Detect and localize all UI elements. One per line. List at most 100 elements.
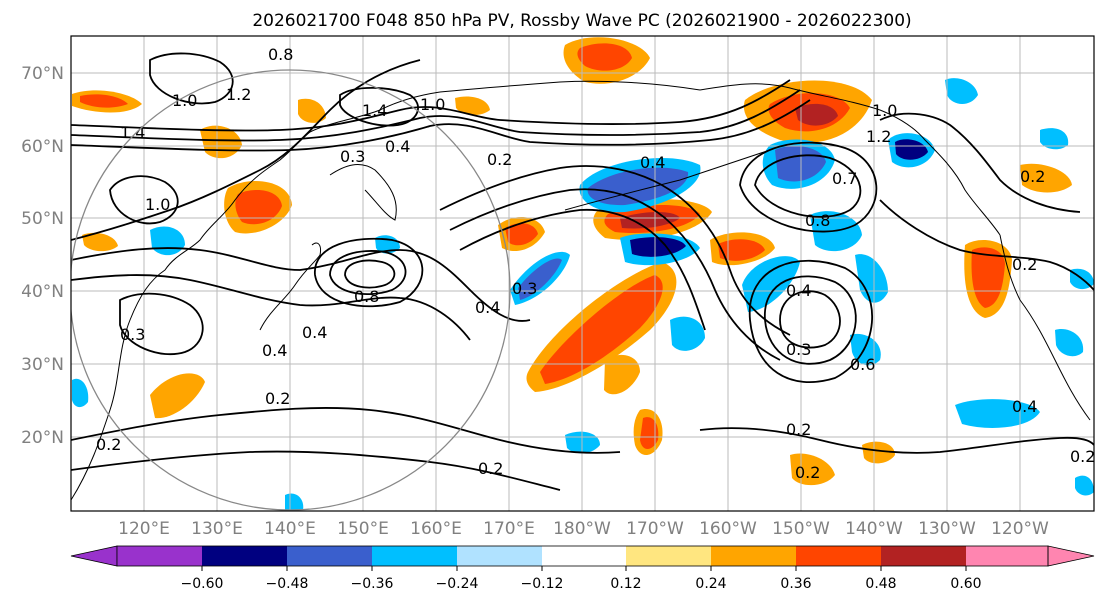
contour-line — [344, 259, 396, 289]
colorbar-segment — [966, 546, 1048, 566]
colorbar-tick-label: −0.48 — [266, 576, 309, 592]
colorbar-tick-label: −0.12 — [521, 576, 564, 592]
positive-anomaly-patch — [82, 232, 118, 252]
colorbar-segment — [202, 546, 287, 566]
lon-tick-label: 180°W — [553, 519, 611, 539]
lon-tick-label: 160°E — [410, 519, 462, 539]
lat-tick-label: 50°N — [21, 209, 64, 229]
negative-anomaly-patch — [72, 378, 89, 408]
negative-anomaly-patch — [518, 258, 562, 300]
contour-label: 1.0 — [872, 101, 897, 120]
lon-tick-label: 120°E — [118, 519, 170, 539]
positive-anomaly-patch — [971, 247, 1005, 308]
colorbar-tick-label: −0.36 — [351, 576, 394, 592]
map-panel: 0.8 1.2 1.0 1.4 1.4 1.0 0.3 0.4 0.2 0.4 … — [70, 35, 1095, 512]
figure-title: 2026021700 F048 850 hPa PV, Rossby Wave … — [252, 11, 911, 31]
colorbar-segment — [796, 546, 881, 566]
negative-anomaly-patch — [587, 167, 689, 206]
colorbar-tick-label: 0.60 — [950, 576, 981, 592]
contour-label: 0.2 — [96, 435, 121, 454]
positive-anomaly-patch — [80, 94, 128, 108]
negative-anomaly-patch — [1040, 128, 1069, 150]
positive-anomaly-patch — [718, 239, 765, 261]
contour-line — [314, 237, 424, 308]
lat-tick-label: 60°N — [21, 137, 64, 157]
contour-label: 0.4 — [262, 341, 287, 360]
colorbar-extend-high — [1047, 545, 1095, 567]
contour-label: 0.8 — [805, 211, 830, 230]
lon-tick-label: 170°E — [483, 519, 535, 539]
negative-anomaly-patch — [670, 316, 705, 351]
pv-contours — [71, 52, 1094, 491]
positive-anomaly-patch — [604, 354, 640, 395]
contour-label: 1.0 — [172, 91, 197, 110]
positive-anomaly-patch — [620, 212, 680, 229]
negative-anomaly-patch — [895, 139, 928, 160]
contour-label: 0.4 — [302, 323, 327, 342]
contour-label: 0.2 — [265, 389, 290, 408]
contour-label: 0.4 — [640, 153, 665, 172]
contour-label: 0.3 — [512, 279, 537, 298]
coastlines — [71, 80, 1091, 501]
contour-line — [71, 407, 621, 454]
positive-anomaly-patch — [150, 373, 205, 419]
lat-tick-label: 30°N — [21, 355, 64, 375]
contour-line — [779, 290, 841, 349]
lon-tick-label: 170°W — [626, 519, 684, 539]
lon-tick-label: 150°W — [772, 519, 830, 539]
contour-label: 0.3 — [120, 325, 145, 344]
contour-label: 0.4 — [786, 281, 811, 300]
colorbar-ticks — [201, 566, 967, 571]
lon-axis: 120°E 130°E 140°E 150°E 160°E 170°E 180°… — [118, 519, 1049, 539]
lon-tick-label: 120°W — [991, 519, 1049, 539]
contour-label: 0.6 — [850, 355, 875, 374]
lon-tick-label: 160°W — [699, 519, 757, 539]
contour-line — [699, 427, 1094, 454]
contour-label: 0.2 — [487, 150, 512, 169]
colorbar-tick-label: 0.48 — [865, 576, 896, 592]
contour-label: 0.4 — [475, 298, 500, 317]
colorbar-tick-label: 0.24 — [695, 576, 726, 592]
contour-label: 0.2 — [478, 459, 503, 478]
colorbar-segment — [711, 546, 796, 566]
contour-label: 0.3 — [340, 147, 365, 166]
map-frame — [70, 35, 1095, 512]
positive-anomaly-patch — [577, 43, 632, 71]
contour-line — [71, 89, 801, 142]
contour-label: 1.4 — [362, 101, 387, 120]
contour-line — [71, 99, 811, 152]
range-circle — [71, 69, 511, 511]
lon-tick-label: 140°E — [264, 519, 316, 539]
lat-tick-label: 70°N — [21, 64, 64, 84]
colorbar-segment — [542, 546, 626, 566]
negative-anomaly-patch — [1055, 329, 1084, 357]
colorbar-extend-low — [70, 545, 118, 567]
contour-line — [339, 87, 419, 127]
contour-line — [71, 274, 471, 341]
lat-axis: 70°N 60°N 50°N 40°N 30°N 20°N — [21, 64, 64, 448]
coastline-north-america-west — [999, 234, 1091, 421]
negative-anomaly-patch — [955, 399, 1040, 428]
positive-anomaly-patch — [795, 103, 838, 126]
colorbar-segment — [117, 546, 202, 566]
coastline-japan — [259, 242, 321, 331]
positive-anomaly-patch — [640, 417, 659, 449]
contour-label: 0.7 — [832, 169, 857, 188]
contour-label: 0.4 — [385, 137, 410, 156]
positive-anomaly-patch — [235, 190, 282, 225]
contour-label: 1.2 — [226, 85, 251, 104]
positive-anomaly-patch — [540, 275, 663, 384]
contour-label: 0.2 — [795, 463, 820, 482]
negative-anomaly-patch — [850, 333, 881, 366]
positive-anomaly-patch — [505, 223, 538, 246]
positive-anomaly-patch — [862, 441, 895, 464]
colorbar-frame — [116, 545, 1049, 567]
colorbar-segment — [372, 546, 457, 566]
colorbar-segment — [287, 546, 372, 566]
contour-label: 0.8 — [354, 287, 379, 306]
contour-line — [754, 154, 862, 218]
colorbar: −0.60 −0.48 −0.36 −0.24 −0.12 0.12 0.24 … — [70, 545, 1095, 592]
contour-labels: 0.8 1.2 1.0 1.4 1.4 1.0 0.3 0.4 0.2 0.4 … — [96, 45, 1094, 482]
contour-label: 0.2 — [1020, 167, 1045, 186]
